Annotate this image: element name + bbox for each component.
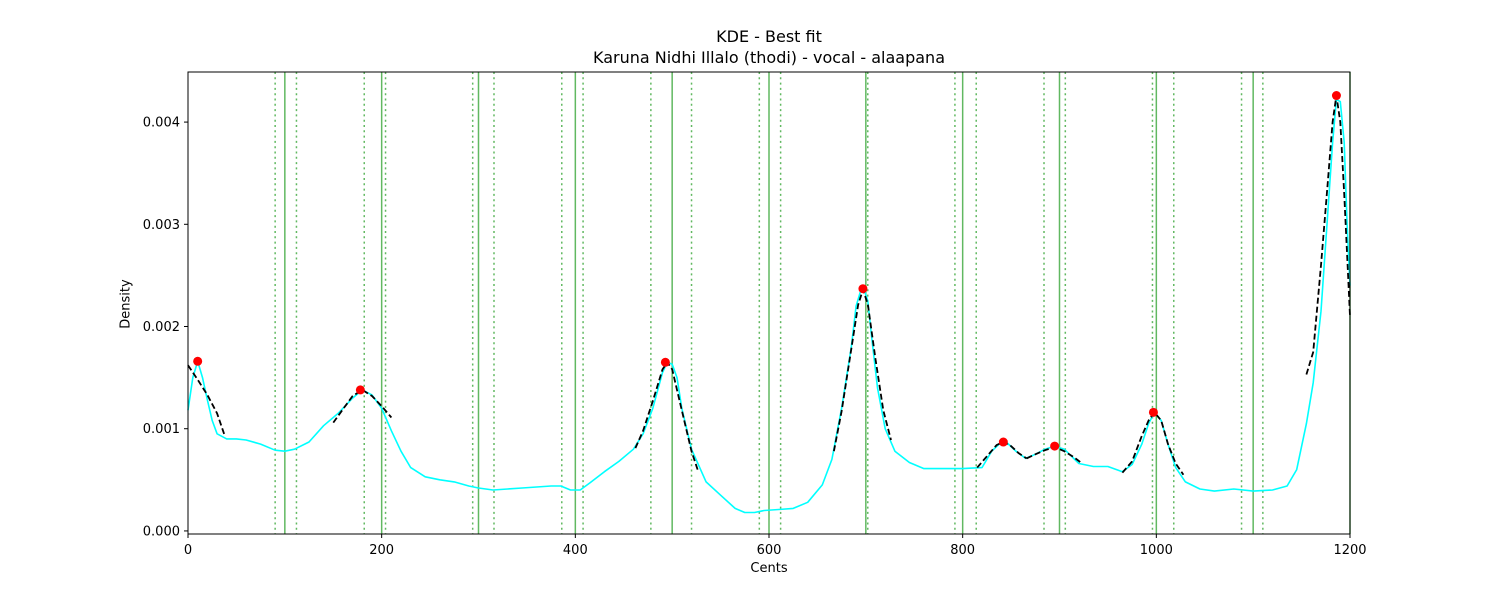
fit-line: [1305, 94, 1351, 375]
fit-line: [187, 364, 226, 437]
fit-line: [332, 388, 393, 424]
peak-point: [193, 356, 203, 366]
peak-point: [1331, 91, 1341, 101]
x-axis-label: Cents: [750, 561, 788, 576]
peak-point: [355, 385, 365, 395]
fit-line: [634, 361, 700, 472]
y-tick-label: 0.000: [143, 524, 180, 539]
x-tick-label: 800: [950, 543, 975, 558]
y-tick-label: 0.002: [143, 320, 180, 335]
peak-point: [998, 437, 1008, 447]
peak-point: [1148, 407, 1158, 417]
x-tick-label: 1200: [1333, 543, 1366, 558]
peak-markers: [193, 91, 1341, 451]
x-tick-label: 600: [757, 543, 782, 558]
y-tick-label: 0.001: [143, 422, 180, 437]
reference-lines: [274, 72, 1351, 534]
y-tick-label: 0.004: [143, 116, 180, 131]
x-tick-label: 200: [369, 543, 394, 558]
fit-line: [833, 288, 892, 452]
x-tick-label: 400: [563, 543, 588, 558]
axes: 0 200 400 600 800 1000 1200 0.000 0.001 0.002 0.00…: [143, 71, 1367, 558]
peak-point: [660, 357, 670, 367]
chart-title: KDE - Best fit: [716, 27, 822, 46]
x-tick-label: 1000: [1140, 543, 1173, 558]
y-tick-label: 0.003: [143, 218, 180, 233]
x-tick-label: 0: [184, 543, 192, 558]
peak-point: [858, 284, 868, 294]
peak-point: [1050, 441, 1060, 451]
chart-subtitle: Karuna Nidhi Illalo (thodi) - vocal - al…: [593, 48, 945, 67]
